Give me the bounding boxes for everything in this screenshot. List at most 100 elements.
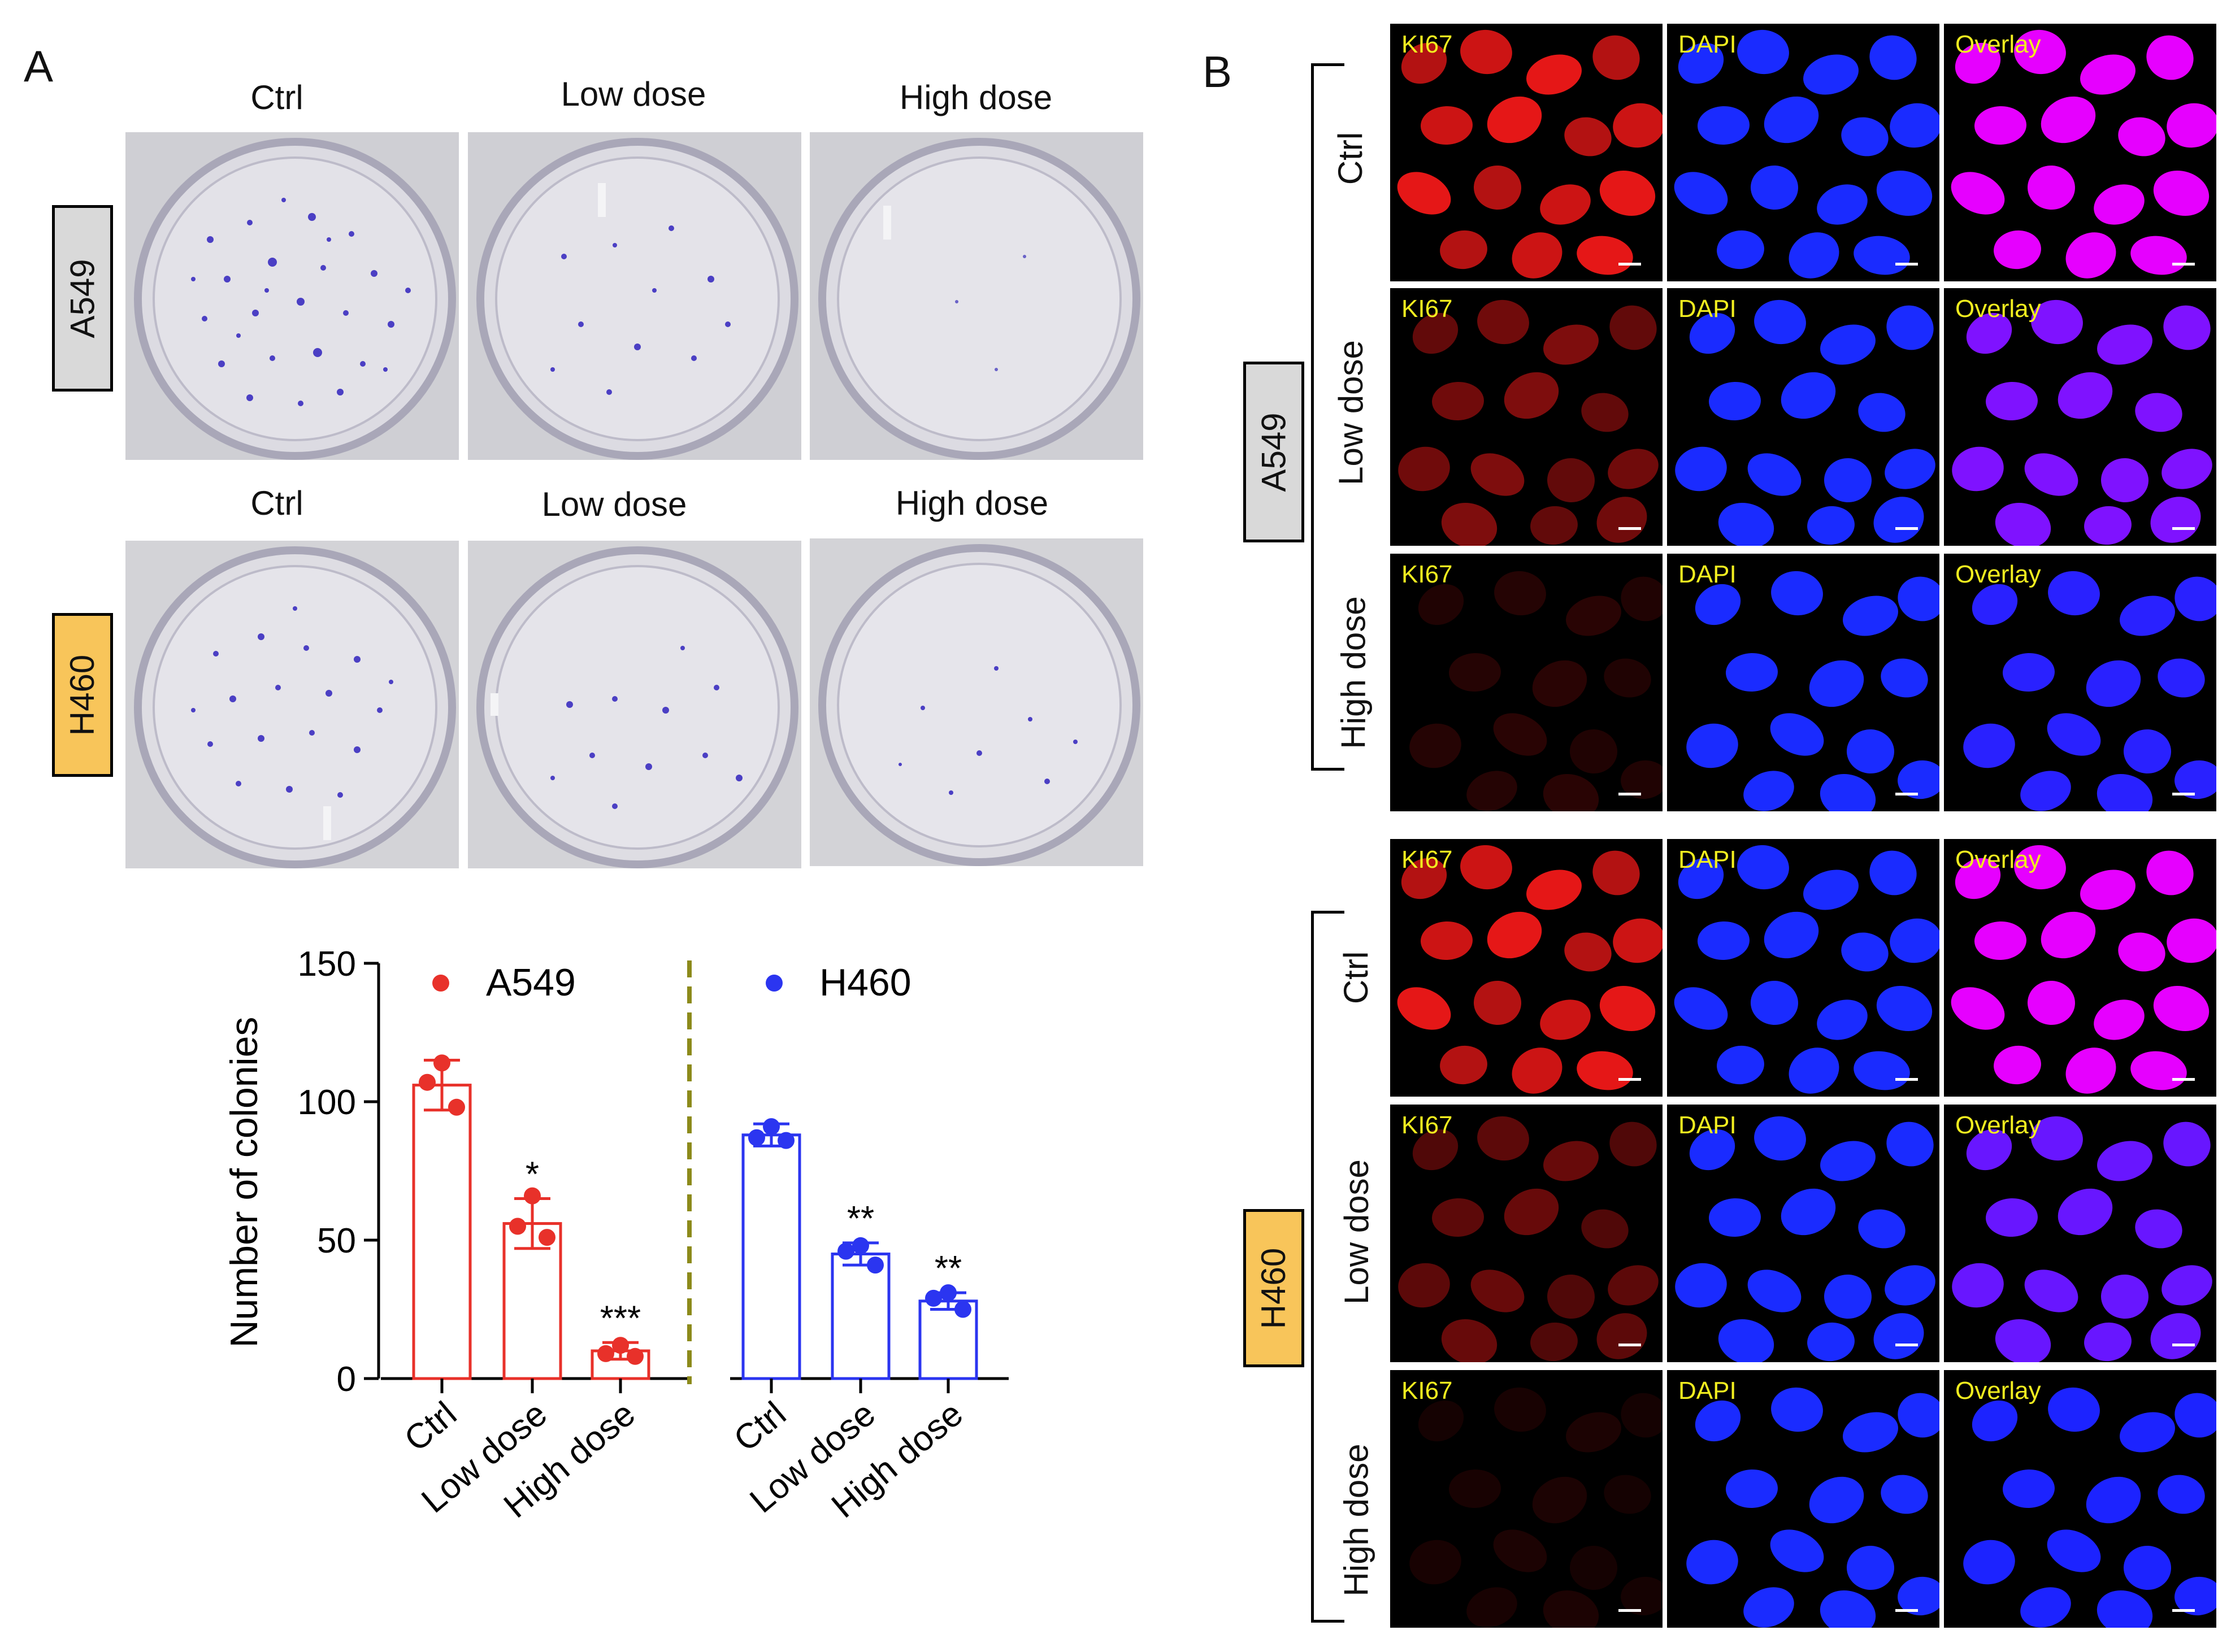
- y-tick-label-0: 0: [337, 1360, 356, 1399]
- scale-bar: [2172, 793, 2195, 795]
- point-A549-1-1: [509, 1218, 526, 1235]
- h460-tag: H460: [52, 613, 113, 777]
- scale-bar: [1618, 1344, 1641, 1346]
- channel-label: Overlay: [1955, 1111, 2041, 1139]
- panel-a-row2-col2-header: Low dose: [541, 485, 687, 523]
- channel-label: KI67: [1401, 560, 1453, 588]
- bar-H460-low-dose: [831, 1253, 891, 1380]
- y-tick-label-100: 100: [298, 1083, 356, 1122]
- channel-label: Overlay: [1955, 560, 2041, 588]
- scale-bar: [1618, 263, 1641, 266]
- cell-nuclei-graphic: [1686, 1387, 1939, 1628]
- h460-low-dose-dapi-image: DAPI: [1667, 1105, 1939, 1362]
- channel-label: KI67: [1401, 295, 1453, 323]
- h460-low-dose-overlay-image: Overlay: [1944, 1105, 2216, 1362]
- legend-label-A549: A549: [486, 961, 576, 1004]
- scale-bar: [1895, 793, 1918, 795]
- point-H460-1-0: [852, 1237, 869, 1254]
- point-A549-0-0: [433, 1054, 450, 1072]
- channel-label: KI67: [1401, 846, 1453, 873]
- point-H460-0-0: [763, 1118, 780, 1136]
- a549-ctrl-dish-graphic: [125, 132, 459, 460]
- cell-nuclei-graphic: [1674, 845, 1939, 1094]
- bar-H460-ctrl: [741, 1133, 801, 1380]
- legend-marker-H460: [766, 975, 783, 992]
- point-A549-2-2: [627, 1347, 644, 1365]
- cell-nuclei-graphic: [1951, 29, 2216, 279]
- scale-bar: [1618, 793, 1641, 795]
- cell-nuclei-graphic: [1952, 299, 2212, 546]
- point-A549-0-2: [448, 1098, 465, 1116]
- a549-high-dose-overlay-image: Overlay: [1944, 554, 2216, 811]
- significance-H460-1: **: [847, 1199, 874, 1238]
- point-A549-2-0: [612, 1337, 629, 1354]
- h460-high-dose-dish-graphic: [810, 538, 1143, 866]
- a549-low-dose-dish-graphic: [468, 132, 801, 460]
- scale-bar: [2172, 1078, 2195, 1081]
- scale-bar: [1618, 527, 1641, 530]
- x-tick-label-A549-0: Ctrl: [397, 1394, 464, 1459]
- channel-label: DAPI: [1678, 1377, 1737, 1405]
- h460-row-high-dose-label: High dose: [1337, 1443, 1375, 1597]
- cell-nuclei-graphic: [1686, 571, 1939, 811]
- panel-a-row2-col3-header: High dose: [895, 484, 1049, 522]
- cell-nuclei-graphic: [1397, 29, 1663, 279]
- scale-bar: [2172, 1344, 2195, 1346]
- channel-label: Overlay: [1955, 846, 2041, 873]
- point-A549-0-1: [419, 1073, 436, 1091]
- cell-nuclei-graphic: [1675, 299, 1935, 546]
- a549-low-dose-dish-photo: [468, 132, 801, 460]
- h460-row-low-dose-label: Low dose: [1337, 1159, 1375, 1305]
- panel-a-row2-col1-header: Ctrl: [250, 484, 303, 522]
- h460-low-dose-ki67-image: KI67: [1390, 1105, 1663, 1362]
- point-A549-1-0: [524, 1187, 541, 1205]
- h460-ctrl-dish-graphic: [125, 541, 459, 868]
- scale-bar: [2172, 263, 2195, 266]
- h460-high-dose-overlay-image: Overlay: [1944, 1370, 2216, 1628]
- panel-a-row1-col3-header: High dose: [899, 79, 1053, 116]
- h460-ctrl-overlay-image: Overlay: [1944, 839, 2216, 1097]
- channel-label: KI67: [1401, 31, 1453, 58]
- a549-high-dose-dish-photo: [810, 132, 1143, 460]
- a549-low-dose-ki67-image: KI67: [1390, 288, 1663, 546]
- y-tick-label-150: 150: [298, 945, 356, 984]
- point-H460-2-1: [925, 1289, 942, 1307]
- significance-A549-1: *: [526, 1155, 539, 1194]
- h460-high-dose-dish-photo: [810, 538, 1143, 866]
- cell-nuclei-graphic: [1398, 1116, 1659, 1362]
- significance-A549-2: ***: [600, 1299, 641, 1338]
- h460-ctrl-dapi-image: DAPI: [1667, 839, 1939, 1097]
- channel-label: Overlay: [1955, 31, 2041, 58]
- cell-nuclei-graphic: [1397, 845, 1663, 1094]
- scale-bar: [1895, 1078, 1918, 1081]
- point-H460-0-1: [748, 1129, 765, 1146]
- channel-label: DAPI: [1678, 295, 1737, 323]
- scale-bar: [1618, 1078, 1641, 1081]
- cell-nuclei-graphic: [1952, 1116, 2212, 1362]
- h460-low-dose-dish-graphic: [468, 541, 801, 868]
- panel-a-letter: A: [24, 41, 54, 91]
- a549-ctrl-dapi-image: DAPI: [1667, 24, 1939, 281]
- point-H460-0-2: [778, 1132, 795, 1149]
- legend-label-H460: H460: [819, 961, 912, 1004]
- a549-microscopy-tag: A549: [1243, 362, 1304, 542]
- scale-bar: [1618, 1609, 1641, 1612]
- a549-high-dose-dapi-image: DAPI: [1667, 554, 1939, 811]
- point-H460-1-2: [867, 1257, 884, 1274]
- h460-ctrl-dish-photo: [125, 541, 459, 868]
- y-tick-label-50: 50: [317, 1221, 356, 1260]
- cell-nuclei-graphic: [1409, 571, 1663, 811]
- channel-label: KI67: [1401, 1377, 1453, 1405]
- x-tick-label-H460-0: Ctrl: [727, 1394, 793, 1459]
- channel-label: Overlay: [1955, 1377, 2041, 1405]
- point-H460-1-1: [837, 1242, 854, 1260]
- cell-nuclei-graphic: [1675, 1116, 1935, 1362]
- scale-bar: [2172, 1609, 2195, 1612]
- a549-ctrl-dish-photo: [125, 132, 459, 460]
- cell-nuclei-graphic: [1963, 1387, 2216, 1628]
- a549-ctrl-ki67-image: KI67: [1390, 24, 1663, 281]
- channel-label: DAPI: [1678, 1111, 1737, 1139]
- panel-a-row1-col1-header: Ctrl: [250, 79, 303, 116]
- scale-bar: [1895, 263, 1918, 266]
- significance-H460-2: **: [935, 1249, 962, 1288]
